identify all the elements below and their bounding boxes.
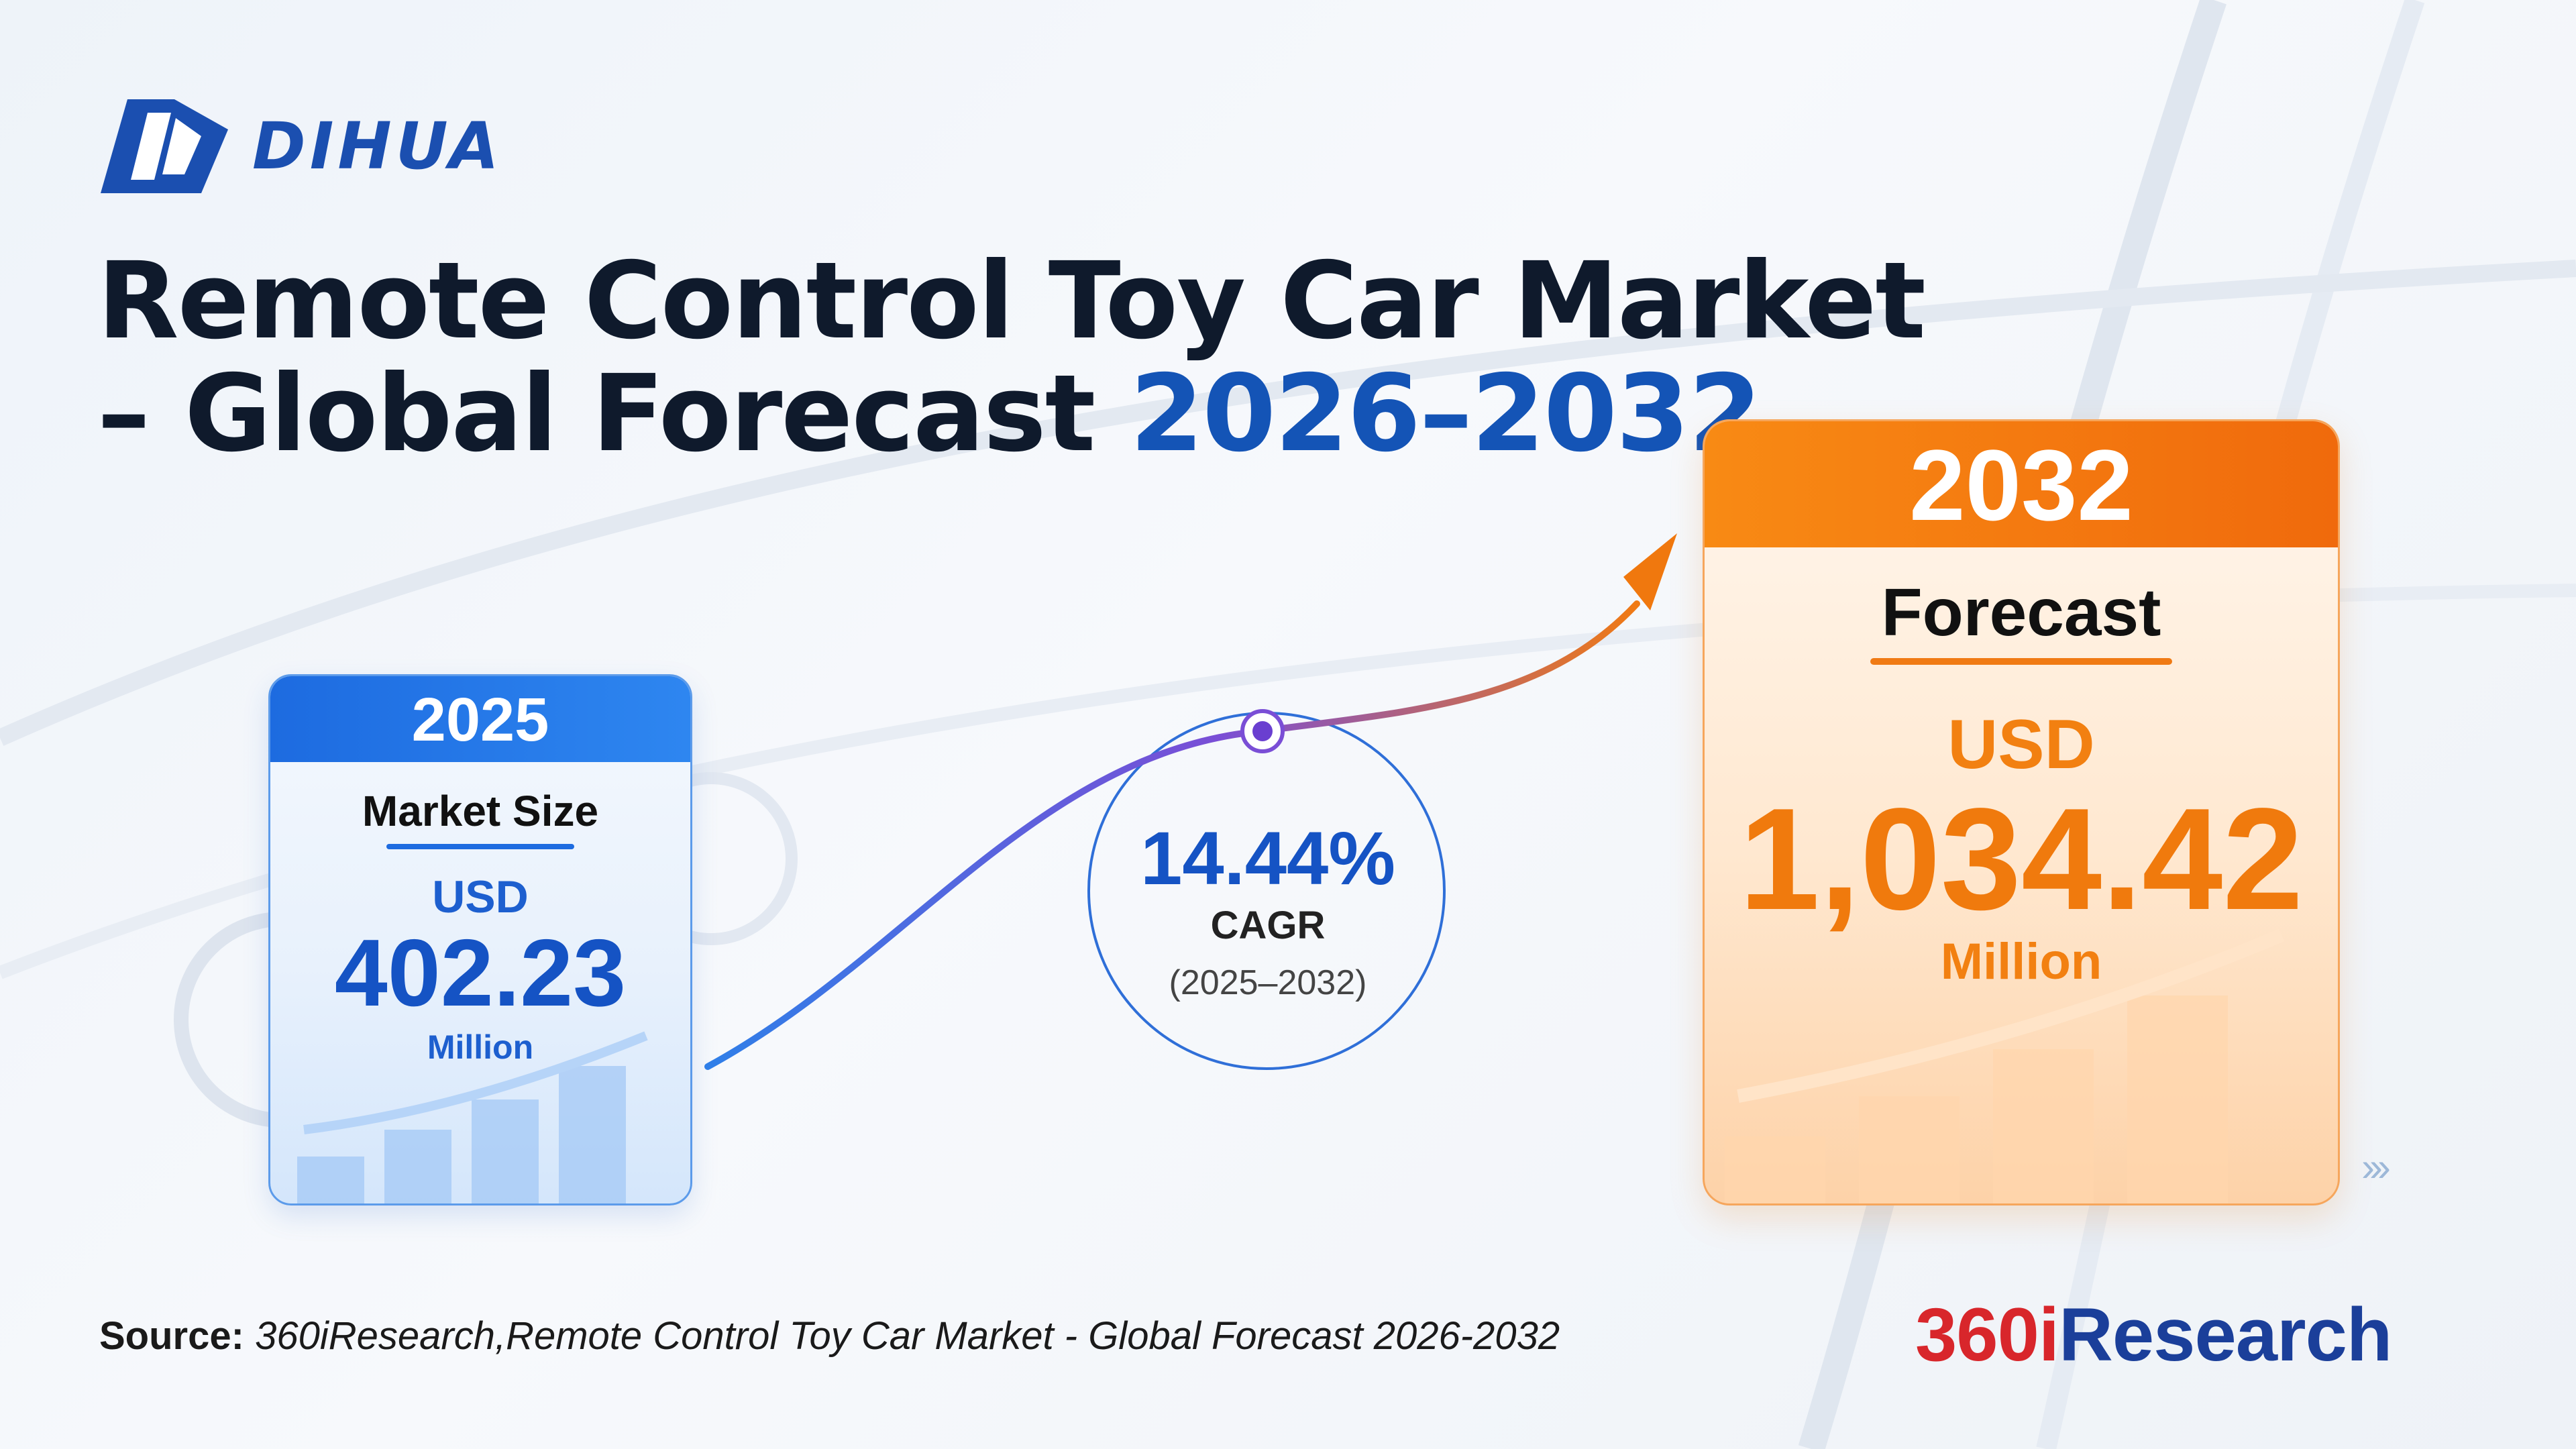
source-text: 360iResearch,Remote Control Toy Car Mark… <box>244 1314 1560 1358</box>
brand-360i: 360i <box>1915 1293 2059 1377</box>
rising-bars-illustration <box>297 1031 648 1203</box>
market-size-2025-card: 2025 Market Size USD 402.23 Million <box>268 674 692 1205</box>
card-2025-label: Market Size <box>362 787 599 835</box>
card-2025-year: 2025 <box>270 676 690 762</box>
bar-illustration <box>559 1066 626 1203</box>
cagr-value: 14.44% <box>1140 816 1395 900</box>
card-2025-underline <box>386 844 574 849</box>
card-2032-label: Forecast <box>1881 575 2161 650</box>
trend-arrow-illustration <box>1737 928 2284 1103</box>
cagr-period: (2025–2032) <box>1169 963 1367 1002</box>
cagr-block: 14.44% CAGR (2025–2032) <box>1090 818 1446 1003</box>
company-logo: DIHUA <box>101 99 503 193</box>
card-2025-currency: USD <box>432 871 529 922</box>
title-forecast-years: 2026–2032 <box>1130 352 1762 476</box>
trend-arrow-illustration <box>303 1031 648 1134</box>
bar-illustration <box>297 1157 364 1203</box>
arrowhead <box>1623 533 1677 610</box>
curve-marker-dot-center <box>1252 721 1273 741</box>
bar-illustration <box>1859 1096 1960 1203</box>
source-citation: Source: 360iResearch,Remote Control Toy … <box>99 1313 1560 1358</box>
card-2032-unit: Million <box>1940 933 2102 990</box>
forecast-2032-card: 2032 Forecast USD 1,034.42 Million <box>1703 419 2340 1205</box>
card-2025-value: 402.23 <box>334 920 627 1026</box>
title-line-1: Remote Control Toy Car Market <box>97 239 1926 363</box>
brand-360iresearch-logo: 360iResearch <box>1915 1291 2392 1378</box>
logo-wordmark: DIHUA <box>252 109 503 184</box>
cagr-label: CAGR <box>1210 904 1326 947</box>
bar-illustration <box>472 1099 539 1203</box>
bar-illustration <box>384 1130 451 1203</box>
card-2032-value: 1,034.42 <box>1739 777 2304 940</box>
bar-illustration <box>2127 996 2228 1203</box>
growth-curve <box>704 600 1640 1070</box>
card-2025-unit: Million <box>427 1028 534 1066</box>
card-2032-underline <box>1870 658 2172 665</box>
brand-research: Research <box>2058 1293 2392 1377</box>
card-2032-year: 2032 <box>1705 421 2338 547</box>
card-2032-currency: USD <box>1947 706 2095 784</box>
race-track-curve <box>0 260 2576 746</box>
chevrons-icon: ››› <box>2361 1144 2391 1189</box>
bar-illustration <box>1993 1049 2094 1203</box>
bar-illustration <box>1725 1136 1825 1203</box>
dihua-logo-icon <box>101 99 228 193</box>
rising-bars-illustration <box>1725 928 2284 1203</box>
page-title: Remote Control Toy Car Market – Global F… <box>97 245 1926 470</box>
source-label: Source: <box>99 1314 244 1358</box>
title-line-2-prefix: – Global Forecast <box>97 352 1130 476</box>
